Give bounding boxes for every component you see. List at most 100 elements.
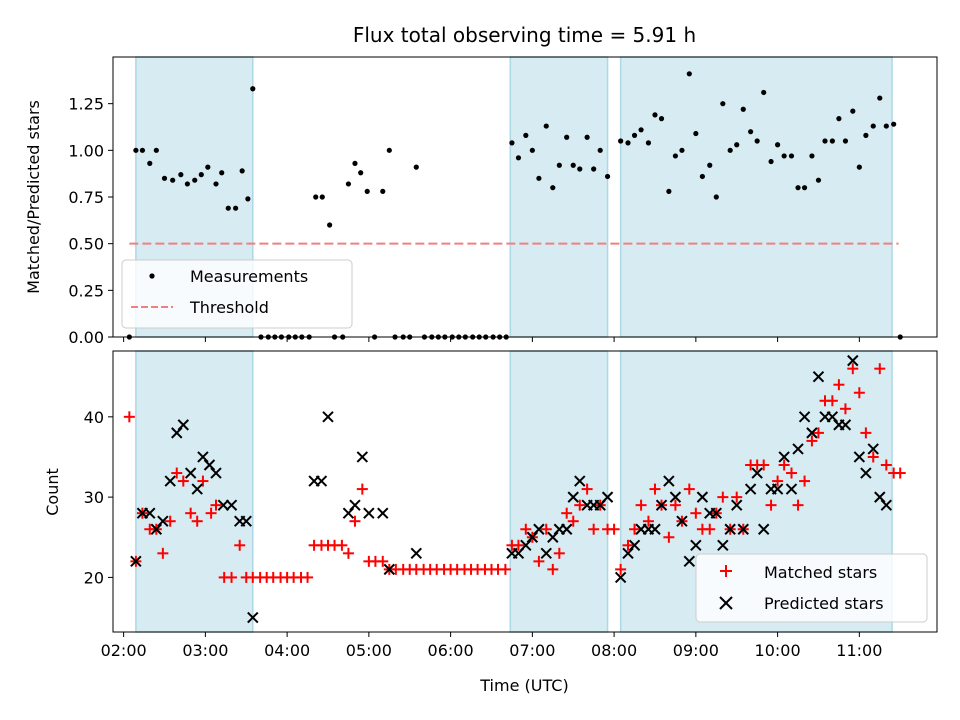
- x-axis-label: Time (UTC): [479, 676, 568, 695]
- predicted-stars-point: [225, 499, 238, 511]
- x-tick-label: 03:00: [182, 641, 228, 660]
- predicted-stars-point: [210, 467, 222, 479]
- legend-threshold-label: Threshold: [189, 298, 269, 317]
- x-tick-label: 11:00: [836, 641, 882, 660]
- observing-interval-2: [509, 350, 609, 633]
- measurement-point: [768, 158, 774, 165]
- predicted-stars-point: [315, 475, 328, 487]
- predicted-stars-point: [737, 523, 749, 535]
- measurement-point: [774, 142, 781, 148]
- predicted-stars-point: [628, 539, 641, 551]
- measurement-point: [631, 132, 638, 138]
- predicted-stars-point: [526, 531, 539, 543]
- predicted-stars-point: [520, 539, 532, 551]
- predicted-stars-point: [757, 523, 770, 535]
- predicted-stars-point: [806, 427, 818, 439]
- predicted-stars-point: [349, 499, 361, 511]
- predicted-stars-point: [724, 523, 736, 535]
- measurement-point: [133, 147, 139, 153]
- measurement-point: [604, 173, 611, 180]
- predicted-stars-point: [839, 419, 852, 431]
- measurement-point: [529, 147, 535, 153]
- matched-stars-point: [377, 555, 389, 567]
- measurement-point: [233, 205, 239, 211]
- matched-stars-point: [683, 483, 695, 495]
- count-legend-frame: [695, 553, 928, 623]
- measurement-point: [713, 194, 719, 200]
- matched-stars-point: [704, 523, 716, 535]
- matched-stars-point: [731, 491, 743, 503]
- measurement-point: [740, 106, 746, 112]
- legend-predicted-label: Predicted stars: [764, 594, 884, 613]
- predicted-stars-point: [377, 507, 389, 519]
- y-tick-label: 1.00: [68, 141, 104, 160]
- y-tick-label: 40: [84, 408, 104, 427]
- matched-stars-point: [171, 467, 183, 479]
- predicted-stars-point: [874, 491, 886, 503]
- predicted-stars-point: [540, 547, 552, 560]
- matched-stars-point: [839, 403, 851, 415]
- measurement-point: [863, 132, 869, 138]
- predicted-stars-point: [683, 555, 696, 568]
- measurement-point: [891, 121, 897, 127]
- measurement-point: [327, 222, 333, 228]
- matched-stars-point: [826, 395, 838, 407]
- matched-stars-point: [356, 483, 368, 495]
- predicted-stars-point: [853, 451, 866, 463]
- predicted-stars-point: [247, 611, 259, 624]
- measurement-point: [822, 138, 828, 144]
- predicted-stars-point: [322, 411, 334, 423]
- predicted-stars-point: [144, 507, 156, 519]
- measurement-point: [666, 188, 672, 194]
- matched-stars-point: [880, 459, 892, 471]
- matched-stars-point: [622, 539, 634, 551]
- measurement-point: [856, 164, 862, 170]
- measurement-point: [178, 172, 184, 178]
- ratio-panel: 0.00 0.25 0.50 0.75 1.00 1.25 Matched/Predict…: [24, 56, 938, 347]
- x-tick-label: 02:00: [101, 641, 147, 660]
- measurement-point: [550, 185, 556, 191]
- measurement-point: [795, 185, 801, 191]
- measurement-point: [213, 181, 219, 187]
- measurement-point: [205, 164, 211, 170]
- x-tick-label: 04:00: [264, 641, 310, 660]
- predicted-stars-point: [356, 451, 369, 463]
- matched-stars-point: [642, 515, 654, 527]
- predicted-stars-point: [240, 515, 252, 527]
- matched-stars-point: [690, 507, 702, 519]
- matched-stars-point: [164, 515, 176, 527]
- measurement-point: [161, 175, 168, 181]
- matched-stars-point: [853, 387, 865, 399]
- matched-stars-point: [336, 539, 348, 551]
- measurement-point: [536, 175, 542, 181]
- measurement-point: [147, 160, 153, 166]
- measurement-point: [754, 138, 760, 144]
- matched-stars-point: [123, 411, 135, 423]
- x-tick-label: 10:00: [755, 641, 801, 660]
- matched-stars-point: [792, 499, 804, 511]
- measurement-point: [319, 194, 325, 200]
- measurement-point: [591, 166, 597, 172]
- ratio-legend-frame: [121, 259, 353, 329]
- predicted-stars-point: [812, 370, 825, 383]
- predicted-stars-point: [177, 419, 190, 431]
- measurement-point: [693, 130, 699, 137]
- matched-stars-point: [157, 547, 169, 559]
- matched-stars-point: [540, 523, 552, 535]
- x-tick-label: 08:00: [591, 641, 637, 660]
- matched-stars-point: [581, 483, 593, 495]
- matched-stars-point: [635, 499, 647, 511]
- predicted-stars-point: [217, 499, 230, 511]
- count-legend: Matched stars Predicted stars: [695, 553, 928, 623]
- matched-stars-point: [574, 499, 586, 511]
- measurement-point: [842, 138, 849, 144]
- measurement-point: [672, 153, 679, 159]
- predicted-stars-point: [197, 451, 209, 463]
- predicted-stars-point: [410, 547, 422, 560]
- matched-stars-point: [185, 507, 197, 519]
- matched-stars-point: [717, 491, 729, 503]
- measurement-point: [658, 116, 665, 122]
- measurement-point: [364, 188, 370, 194]
- matched-stars-point: [812, 427, 824, 439]
- ratio-y-axis-label: Matched/Predicted stars: [24, 100, 43, 294]
